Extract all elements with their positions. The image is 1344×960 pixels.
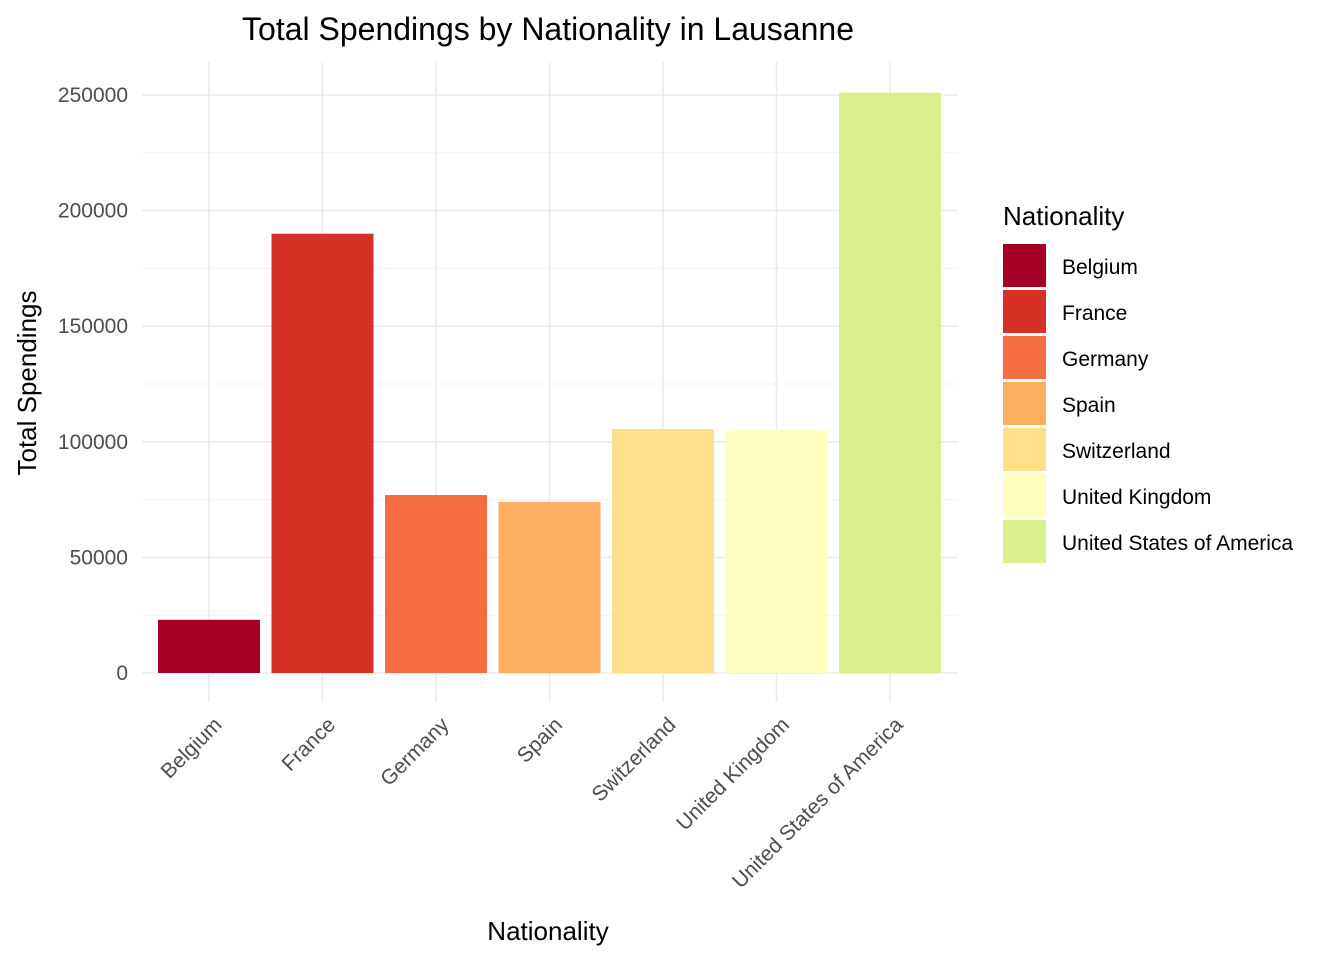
legend-swatch (1003, 244, 1046, 287)
legend-title: Nationality (1003, 201, 1124, 231)
y-tick-label: 0 (116, 662, 128, 685)
bar-united-states-of-america (839, 92, 941, 674)
x-tick-label: France (278, 713, 340, 775)
y-tick-label: 100000 (58, 431, 128, 454)
bar-spain (498, 501, 601, 673)
legend-swatch (1003, 520, 1046, 563)
y-tick-label: 250000 (58, 84, 128, 107)
legend-swatch (1003, 336, 1046, 379)
x-tick-label: Switzerland (588, 713, 681, 806)
legend-label: Belgium (1062, 256, 1138, 279)
bar-france (271, 233, 374, 673)
bar-united-kingdom (725, 430, 828, 673)
legend-label: United Kingdom (1062, 486, 1211, 509)
x-axis-title: Nationality (487, 916, 608, 946)
legend-swatch (1003, 382, 1046, 425)
x-tick-label: Spain (513, 713, 567, 767)
y-tick-label: 200000 (58, 200, 128, 223)
legend-label: France (1062, 302, 1127, 325)
bar-belgium (158, 619, 260, 673)
y-axis-title: Total Spendings (12, 290, 42, 475)
legend: Nationality Belgium France Germany Spain Swi… (1003, 201, 1293, 563)
y-tick-label: 150000 (58, 315, 128, 338)
legend-label: United States of America (1062, 532, 1293, 555)
legend-label: Switzerland (1062, 440, 1171, 463)
legend-swatch (1003, 428, 1046, 471)
x-tick-label: United Kingdom (672, 713, 794, 835)
legend-swatch (1003, 474, 1046, 517)
y-tick-labels: 0 50000 100000 150000 200000 250000 (58, 84, 128, 685)
legend-swatch (1003, 290, 1046, 333)
x-tick-label: Germany (376, 713, 454, 791)
legend-label: Spain (1062, 394, 1116, 417)
bars (158, 92, 941, 674)
bar-switzerland (612, 429, 714, 673)
y-tick-label: 50000 (70, 546, 128, 569)
legend-label: Germany (1062, 348, 1149, 371)
x-tick-labels: Belgium France Germany Spain SwitzerlandUnit… (157, 713, 908, 893)
x-tick-label: Belgium (157, 713, 227, 783)
bar-germany (385, 494, 487, 673)
chart-title: Total Spendings by Nationality in Lausan… (242, 11, 854, 47)
